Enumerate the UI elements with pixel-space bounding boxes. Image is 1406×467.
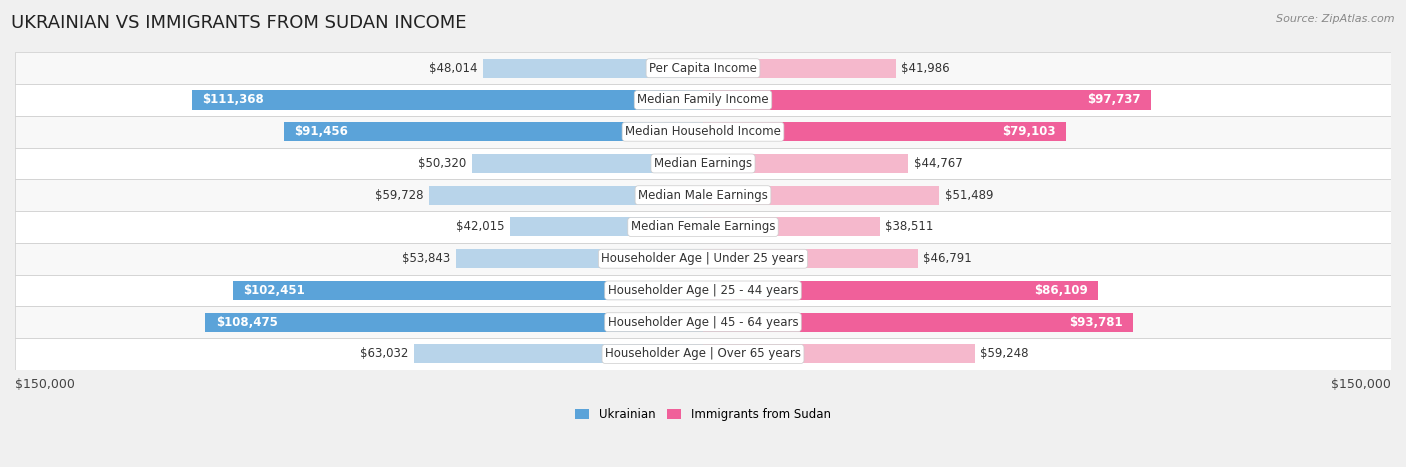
Text: $53,843: $53,843 <box>402 252 450 265</box>
Bar <box>472 154 703 173</box>
Text: $150,000: $150,000 <box>15 378 75 391</box>
Text: Median Household Income: Median Household Income <box>626 125 780 138</box>
Bar <box>413 345 703 363</box>
Text: $102,451: $102,451 <box>243 284 305 297</box>
Text: $97,737: $97,737 <box>1087 93 1140 106</box>
Bar <box>429 186 703 205</box>
Bar <box>703 281 1098 300</box>
Text: UKRAINIAN VS IMMIGRANTS FROM SUDAN INCOME: UKRAINIAN VS IMMIGRANTS FROM SUDAN INCOM… <box>11 14 467 32</box>
Text: Householder Age | Over 65 years: Householder Age | Over 65 years <box>605 347 801 361</box>
Bar <box>482 59 703 78</box>
Text: $108,475: $108,475 <box>215 316 277 329</box>
Text: $38,511: $38,511 <box>886 220 934 234</box>
Text: Per Capita Income: Per Capita Income <box>650 62 756 75</box>
Bar <box>703 59 896 78</box>
Bar <box>15 116 1391 148</box>
Text: Source: ZipAtlas.com: Source: ZipAtlas.com <box>1277 14 1395 24</box>
Text: $91,456: $91,456 <box>294 125 347 138</box>
Bar <box>15 84 1391 116</box>
Text: $59,728: $59,728 <box>375 189 423 202</box>
Text: $41,986: $41,986 <box>901 62 949 75</box>
Text: $150,000: $150,000 <box>1331 378 1391 391</box>
Text: $59,248: $59,248 <box>980 347 1029 361</box>
Text: $79,103: $79,103 <box>1002 125 1056 138</box>
Text: Median Earnings: Median Earnings <box>654 157 752 170</box>
Bar <box>15 243 1391 275</box>
Bar <box>193 91 703 109</box>
Bar <box>703 186 939 205</box>
Bar <box>456 249 703 268</box>
Text: $51,489: $51,489 <box>945 189 993 202</box>
Text: Median Male Earnings: Median Male Earnings <box>638 189 768 202</box>
Text: Median Family Income: Median Family Income <box>637 93 769 106</box>
Bar <box>15 338 1391 370</box>
Bar <box>15 148 1391 179</box>
Legend: Ukrainian, Immigrants from Sudan: Ukrainian, Immigrants from Sudan <box>575 408 831 421</box>
Text: Householder Age | 25 - 44 years: Householder Age | 25 - 44 years <box>607 284 799 297</box>
Bar <box>15 179 1391 211</box>
Bar <box>15 275 1391 306</box>
Bar <box>15 52 1391 84</box>
Text: $46,791: $46,791 <box>924 252 972 265</box>
Text: $93,781: $93,781 <box>1069 316 1123 329</box>
Bar <box>233 281 703 300</box>
Bar <box>284 122 703 141</box>
Bar <box>703 154 908 173</box>
Bar <box>15 306 1391 338</box>
Text: Median Female Earnings: Median Female Earnings <box>631 220 775 234</box>
Text: Householder Age | 45 - 64 years: Householder Age | 45 - 64 years <box>607 316 799 329</box>
Bar <box>205 313 703 332</box>
Bar <box>703 345 974 363</box>
Bar <box>703 249 918 268</box>
Bar <box>703 91 1152 109</box>
Text: $63,032: $63,032 <box>360 347 408 361</box>
Bar <box>703 218 880 236</box>
Text: $111,368: $111,368 <box>202 93 264 106</box>
Bar <box>510 218 703 236</box>
Text: $48,014: $48,014 <box>429 62 477 75</box>
Text: $42,015: $42,015 <box>457 220 505 234</box>
Bar <box>15 211 1391 243</box>
Text: Householder Age | Under 25 years: Householder Age | Under 25 years <box>602 252 804 265</box>
Text: $44,767: $44,767 <box>914 157 963 170</box>
Text: $86,109: $86,109 <box>1033 284 1088 297</box>
Bar <box>703 313 1133 332</box>
Text: $50,320: $50,320 <box>419 157 467 170</box>
Bar <box>703 122 1066 141</box>
